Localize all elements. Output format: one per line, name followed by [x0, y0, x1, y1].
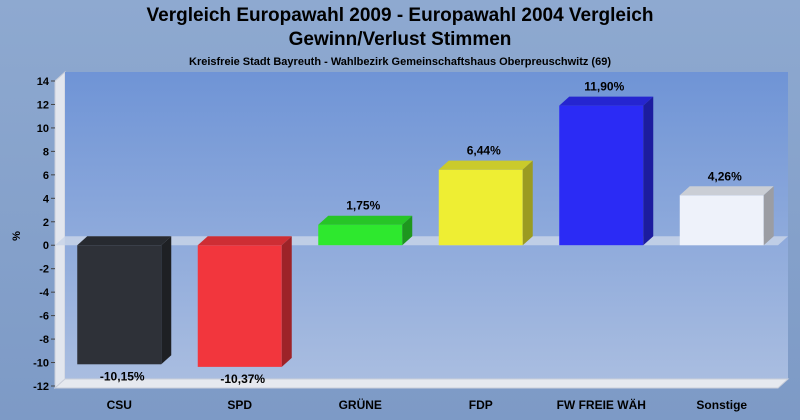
y-tick-label: -2 [39, 264, 49, 276]
y-tick-label: 6 [43, 170, 49, 182]
bar-sonstige [679, 186, 774, 246]
category-label: GRÜNE [339, 397, 382, 412]
value-label: 4,26% [708, 169, 742, 183]
y-tick-label: -12 [33, 381, 49, 393]
plot-left-wall [54, 70, 66, 390]
category-label: FDP [469, 398, 493, 412]
bar-csu [77, 236, 172, 365]
y-tick-label: -10 [33, 358, 49, 370]
value-label: -10,15% [100, 369, 145, 383]
y-axis-ticks: 14 12 10 8 6 4 2 0 -2 -4 -6 -8 -10 -12 [33, 76, 55, 393]
bar-top [438, 160, 533, 170]
plot-back-wall [65, 72, 788, 379]
value-label: -10,37% [220, 372, 265, 386]
bar-fdp [438, 160, 533, 246]
bar-front [197, 245, 282, 367]
y-tick-label: -4 [39, 287, 50, 299]
value-label: 1,75% [346, 199, 380, 213]
category-label: SPD [227, 398, 252, 412]
y-tick-label: 0 [43, 240, 49, 252]
plot-floor [53, 378, 790, 389]
value-label: 11,90% [584, 80, 624, 94]
bar-side [763, 186, 774, 246]
y-tick-label: 8 [43, 146, 49, 158]
category-label: Sonstige [696, 398, 747, 412]
y-axis-label: % [11, 231, 23, 241]
bar-side [281, 236, 292, 367]
bar-front [559, 105, 644, 246]
bar-side [402, 215, 413, 246]
category-label: CSU [107, 398, 132, 412]
bar-front [679, 195, 764, 246]
bar-top [318, 215, 413, 225]
y-tick-label: 4 [43, 193, 50, 205]
bar-top [559, 96, 654, 106]
y-tick-label: 10 [37, 123, 49, 135]
bar-top [679, 186, 774, 196]
bar-top [77, 236, 172, 246]
bar-front [318, 224, 403, 246]
bar-front [77, 245, 162, 365]
chart-title-line2: Gewinn/Verlust Stimmen [289, 29, 512, 50]
y-tick-label: -6 [39, 311, 49, 323]
bars-group [77, 96, 774, 367]
value-labels: -10,15% -10,37% 1,75% 6,44% 11,90% 4,26% [100, 80, 742, 386]
bar-side [643, 96, 654, 246]
category-labels: CSU SPD GRÜNE FDP FW FREIE WÄH Sonstige [107, 397, 748, 412]
bar-gr-ne [318, 215, 413, 246]
plot-area [53, 70, 790, 390]
y-tick-label: 2 [43, 217, 49, 229]
y-tick-label: 14 [37, 76, 50, 88]
bar-spd [197, 236, 292, 367]
y-tick-label: 12 [37, 99, 49, 111]
bar-side [161, 236, 172, 365]
bar-front [438, 169, 523, 246]
bar-side [522, 160, 533, 246]
bar-top [197, 236, 292, 246]
value-label: 6,44% [467, 144, 501, 158]
category-label: FW FREIE WÄH [557, 397, 646, 412]
bar-fw-freie-w-h [559, 96, 654, 246]
chart-title-line1: Vergleich Europawahl 2009 - Europawahl 2… [147, 5, 654, 26]
y-tick-label: -8 [39, 334, 49, 346]
chart-subtitle: Kreisfreie Stadt Bayreuth - Wahlbezirk G… [189, 56, 611, 68]
